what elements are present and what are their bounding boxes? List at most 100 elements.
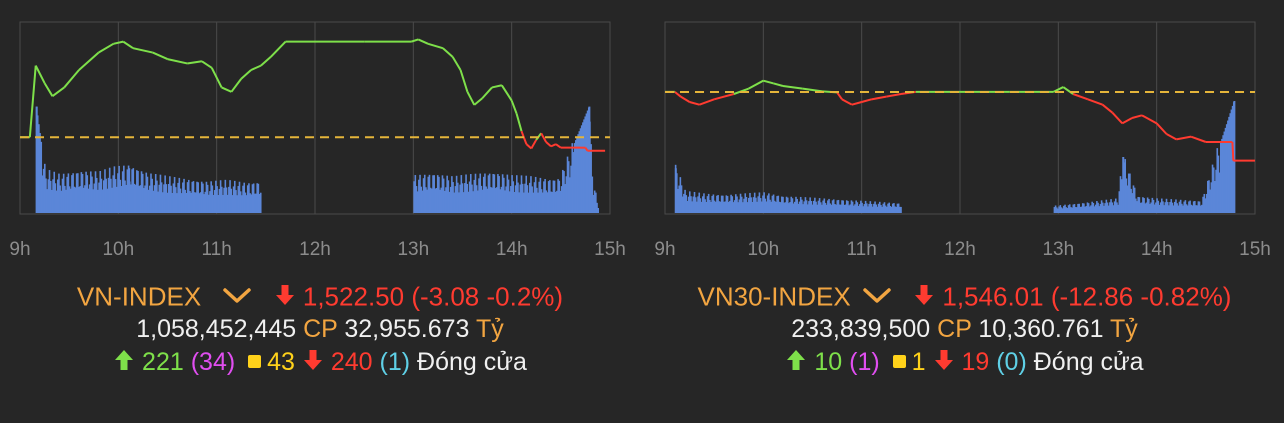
- vnindex-breadth-line: 221 (34) 43 240 (1) Đóng cửa: [0, 348, 640, 379]
- volume-bar: [1160, 198, 1163, 213]
- volume-bar: [101, 189, 104, 213]
- volume-bar: [537, 192, 539, 213]
- price-line-segment: [34, 65, 46, 84]
- volume-bar: [259, 192, 262, 213]
- volume-bar: [228, 186, 230, 213]
- volume-bar: [539, 177, 542, 213]
- volume-bar: [1057, 208, 1059, 213]
- volume-bar: [111, 187, 113, 213]
- volume-bar: [788, 203, 790, 213]
- volume-bar: [473, 179, 476, 213]
- volume-bar: [722, 195, 724, 213]
- volume-bar: [863, 204, 866, 213]
- volume-bar: [1171, 202, 1174, 213]
- volume-bar: [884, 205, 887, 213]
- volume-bar: [1133, 187, 1136, 213]
- volume-bar: [797, 203, 800, 213]
- volume-bar: [66, 176, 69, 213]
- volume-bar: [52, 179, 54, 213]
- volume-bar: [119, 179, 122, 213]
- volume-bar: [760, 201, 763, 213]
- volume-bar: [559, 190, 562, 213]
- volume-bar: [123, 165, 125, 213]
- volume-bar: [171, 193, 174, 213]
- volume-bar: [454, 186, 457, 213]
- volume-bar: [564, 184, 566, 213]
- volume-bar: [683, 193, 685, 213]
- chevron-down-icon[interactable]: [862, 281, 892, 312]
- volume-bar: [1149, 204, 1151, 213]
- volume-bar: [1175, 199, 1177, 213]
- volume-bar: [692, 196, 695, 213]
- volume-bar: [504, 190, 506, 213]
- x-tick-label: 15h: [1239, 239, 1271, 260]
- price-line-segment: [851, 101, 862, 106]
- volume-bar: [766, 195, 769, 213]
- volume-bar: [500, 186, 503, 213]
- volume-bar: [77, 173, 79, 213]
- volume-bar: [246, 185, 249, 213]
- volume-bar: [586, 110, 589, 213]
- volume-bar: [93, 183, 96, 213]
- volume-bar: [526, 185, 529, 213]
- volume-bar: [485, 186, 487, 213]
- volume-bar: [215, 180, 217, 213]
- volume-bar: [1219, 142, 1222, 213]
- volume-bar: [1079, 206, 1082, 213]
- chevron-down-icon[interactable]: [222, 281, 252, 312]
- x-tick-label: 13h: [1042, 239, 1074, 260]
- volume-bar: [785, 196, 788, 213]
- volume-bar: [58, 173, 60, 213]
- volume-bar: [1114, 198, 1117, 213]
- volume-bar: [497, 174, 499, 213]
- volume-bar: [98, 182, 100, 213]
- volume-bar: [47, 179, 50, 213]
- volume-bar: [713, 200, 716, 213]
- volume-bar: [855, 200, 857, 213]
- volume-bar: [212, 194, 215, 213]
- volume-bar: [242, 185, 244, 213]
- volume-bar: [161, 192, 164, 213]
- vnindex-unit: Tỷ: [475, 315, 504, 343]
- volume-bar: [144, 185, 146, 213]
- volume-bar: [55, 190, 58, 213]
- volume-bar: [159, 174, 162, 213]
- price-line-segment: [689, 101, 700, 106]
- volume-bar: [94, 171, 97, 213]
- volume-bar: [51, 189, 53, 213]
- volume-bar: [92, 189, 94, 213]
- volume-bar: [795, 196, 797, 213]
- volume-bar: [462, 192, 465, 213]
- volume-bar: [219, 180, 222, 213]
- volume-bar: [145, 172, 148, 213]
- volume-bar: [1172, 205, 1175, 213]
- volume-bar: [875, 204, 878, 213]
- volume-bar: [520, 175, 523, 213]
- volume-bar: [573, 143, 576, 213]
- volume-bar: [1112, 205, 1115, 213]
- volume-bar: [415, 186, 418, 213]
- volume-bar: [90, 171, 92, 213]
- volume-bar: [233, 180, 236, 213]
- volume-bar: [1132, 185, 1135, 213]
- volume-bar: [792, 203, 795, 213]
- volume-bar: [156, 180, 158, 213]
- volume-bar: [460, 175, 463, 213]
- volume-bar: [121, 171, 124, 213]
- volume-bar: [848, 205, 850, 213]
- price-line-segment: [250, 64, 262, 71]
- volume-bar: [1142, 197, 1144, 213]
- volume-bar: [850, 200, 853, 213]
- volume-bar: [467, 191, 470, 213]
- volume-bar: [258, 194, 261, 213]
- volume-bar: [770, 201, 773, 213]
- volume-bar: [1158, 204, 1161, 213]
- volume-bar: [704, 199, 706, 213]
- volume-bar: [1065, 207, 1068, 213]
- volume-bar: [125, 184, 128, 213]
- volume-bar: [1155, 202, 1157, 213]
- volume-bar: [699, 198, 702, 213]
- volume-bar: [183, 178, 185, 213]
- volume-bar: [883, 202, 886, 213]
- price-line-segment: [1190, 135, 1207, 143]
